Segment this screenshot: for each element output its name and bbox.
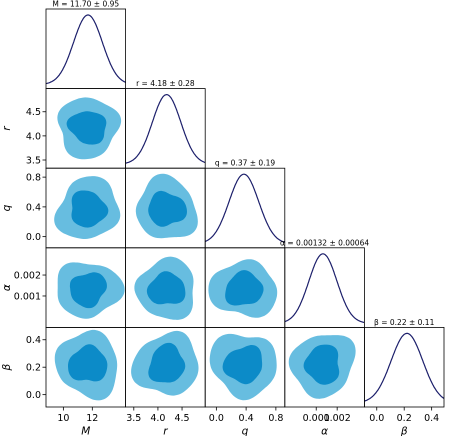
- contour-68-alpha-r: [146, 271, 186, 305]
- y-tick-label-alpha: 0.002: [14, 270, 41, 281]
- panel-alpha-vs-alpha: [284, 247, 365, 328]
- x-axis-label-beta: β: [400, 426, 408, 436]
- y-tick-label-q: 0.4: [26, 202, 41, 213]
- y-tick-label-q: 0.0: [26, 232, 41, 243]
- y-axis-label-beta: β: [1, 364, 13, 372]
- x-axis-label-M: M: [81, 426, 90, 436]
- x-tick-label-alpha: 0.002: [324, 413, 351, 424]
- panel-frame: [363, 326, 445, 408]
- marginal-r-curve: [125, 93, 206, 164]
- x-axis-label-r: r: [163, 426, 168, 436]
- title-alpha: α = 0.00132 ± 0.00064: [280, 238, 369, 247]
- y-tick-label-beta: 0.4: [26, 335, 41, 346]
- y-tick-label-r: 4.0: [26, 131, 41, 142]
- contour-68-beta-q: [222, 345, 263, 385]
- x-tick-label-q: 0.4: [239, 413, 254, 424]
- contour-68-beta-r: [148, 342, 186, 383]
- y-axis-label-q: q: [1, 204, 13, 211]
- panel-beta-vs-M: [45, 326, 126, 408]
- y-tick-label-r: 3.5: [26, 155, 41, 166]
- y-tick-label-beta: 0.2: [26, 363, 41, 374]
- x-tick-label-beta: 0.2: [397, 413, 412, 424]
- marginal-alpha-curve: [284, 253, 365, 324]
- panel-beta-vs-q: [204, 326, 286, 408]
- contour-68-alpha-q: [225, 270, 264, 306]
- x-tick-label-r: 4.5: [174, 413, 189, 424]
- contour-68-beta-alpha: [303, 344, 340, 385]
- x-tick-label-alpha: 0.001: [303, 413, 330, 424]
- x-tick-label-q: 0.8: [268, 413, 283, 424]
- contour-68-beta-M: [68, 344, 108, 382]
- marginal-q-curve: [205, 173, 285, 243]
- y-axis-label-alpha: α: [1, 284, 13, 291]
- y-tick-label-q: 0.8: [26, 173, 41, 184]
- x-tick-label-q: 0.0: [209, 413, 224, 424]
- x-axis-label-q: q: [242, 426, 249, 436]
- y-tick-label-beta: 0.0: [26, 390, 41, 401]
- x-tick-label-r: 3.5: [126, 413, 141, 424]
- panel-beta-vs-beta: [363, 326, 445, 408]
- panel-q-vs-r: [125, 167, 206, 249]
- panel-beta-vs-alpha: [284, 326, 365, 408]
- y-tick-label-r: 4.5: [26, 107, 41, 118]
- x-tick-label-M: 10: [57, 413, 69, 424]
- marginal-beta-curve: [364, 332, 444, 402]
- title-M: M = 11.70 ± 0.95: [52, 0, 119, 9]
- marginal-M-curve: [46, 14, 126, 85]
- panel-q-vs-M: [45, 167, 126, 249]
- title-q: q = 0.37 ± 0.19: [215, 159, 275, 168]
- y-tick-label-alpha: 0.001: [14, 291, 41, 302]
- panel-beta-vs-r: [125, 326, 206, 408]
- panel-alpha-vs-q: [204, 247, 286, 328]
- contour-68-r-M: [66, 111, 107, 145]
- panel-alpha-vs-r: [125, 247, 206, 328]
- x-tick-label-beta: 0.4: [424, 413, 439, 424]
- x-tick-label-beta: 0.0: [369, 413, 384, 424]
- panel-q-vs-q: [204, 167, 286, 249]
- x-tick-label-r: 4.0: [150, 413, 165, 424]
- panel-frame: [204, 167, 286, 249]
- x-axis-label-alpha: α: [321, 426, 328, 436]
- panel-alpha-vs-M: [45, 247, 126, 328]
- panel-r-vs-M: [45, 88, 126, 169]
- title-beta: β = 0.22 ± 0.11: [374, 318, 435, 327]
- title-r: r = 4.18 ± 0.28: [136, 79, 195, 88]
- panel-r-vs-r: [125, 88, 206, 169]
- panel-M-vs-M: [45, 8, 126, 89]
- x-tick-label-M: 12: [86, 413, 98, 424]
- contour-68-q-M: [71, 190, 109, 228]
- contour-68-q-r: [148, 190, 187, 227]
- contour-68-alpha-M: [69, 272, 107, 309]
- y-axis-label-r: r: [1, 126, 13, 131]
